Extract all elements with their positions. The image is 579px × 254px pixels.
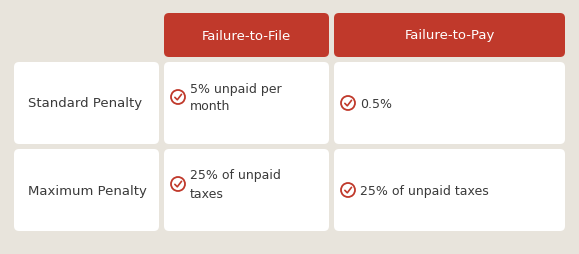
FancyBboxPatch shape	[164, 63, 329, 145]
FancyBboxPatch shape	[164, 149, 329, 231]
FancyBboxPatch shape	[14, 149, 159, 231]
Text: Standard Penalty: Standard Penalty	[28, 97, 142, 110]
FancyBboxPatch shape	[334, 63, 565, 145]
Text: 25% of unpaid taxes: 25% of unpaid taxes	[360, 184, 489, 197]
Text: Failure-to-Pay: Failure-to-Pay	[404, 29, 494, 42]
Text: 0.5%: 0.5%	[360, 97, 392, 110]
Text: 5% unpaid per
month: 5% unpaid per month	[190, 82, 281, 113]
Text: Failure-to-File: Failure-to-File	[202, 29, 291, 42]
FancyBboxPatch shape	[334, 149, 565, 231]
FancyBboxPatch shape	[164, 14, 329, 58]
FancyBboxPatch shape	[334, 14, 565, 58]
Text: Maximum Penalty: Maximum Penalty	[28, 184, 147, 197]
Text: 25% of unpaid
taxes: 25% of unpaid taxes	[190, 169, 281, 200]
FancyBboxPatch shape	[14, 63, 159, 145]
